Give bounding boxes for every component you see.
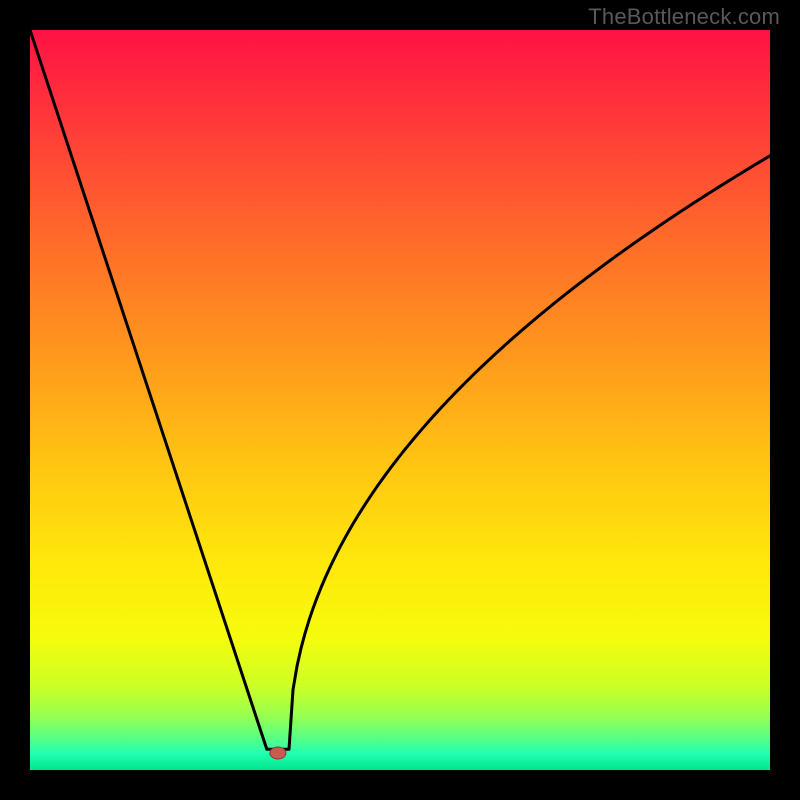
watermark-text: TheBottleneck.com [588, 4, 780, 30]
plot-area [30, 30, 770, 770]
optimum-marker [270, 747, 286, 759]
bottleneck-curve [30, 30, 770, 749]
chart-canvas: TheBottleneck.com [0, 0, 800, 800]
curve-svg [30, 30, 770, 770]
